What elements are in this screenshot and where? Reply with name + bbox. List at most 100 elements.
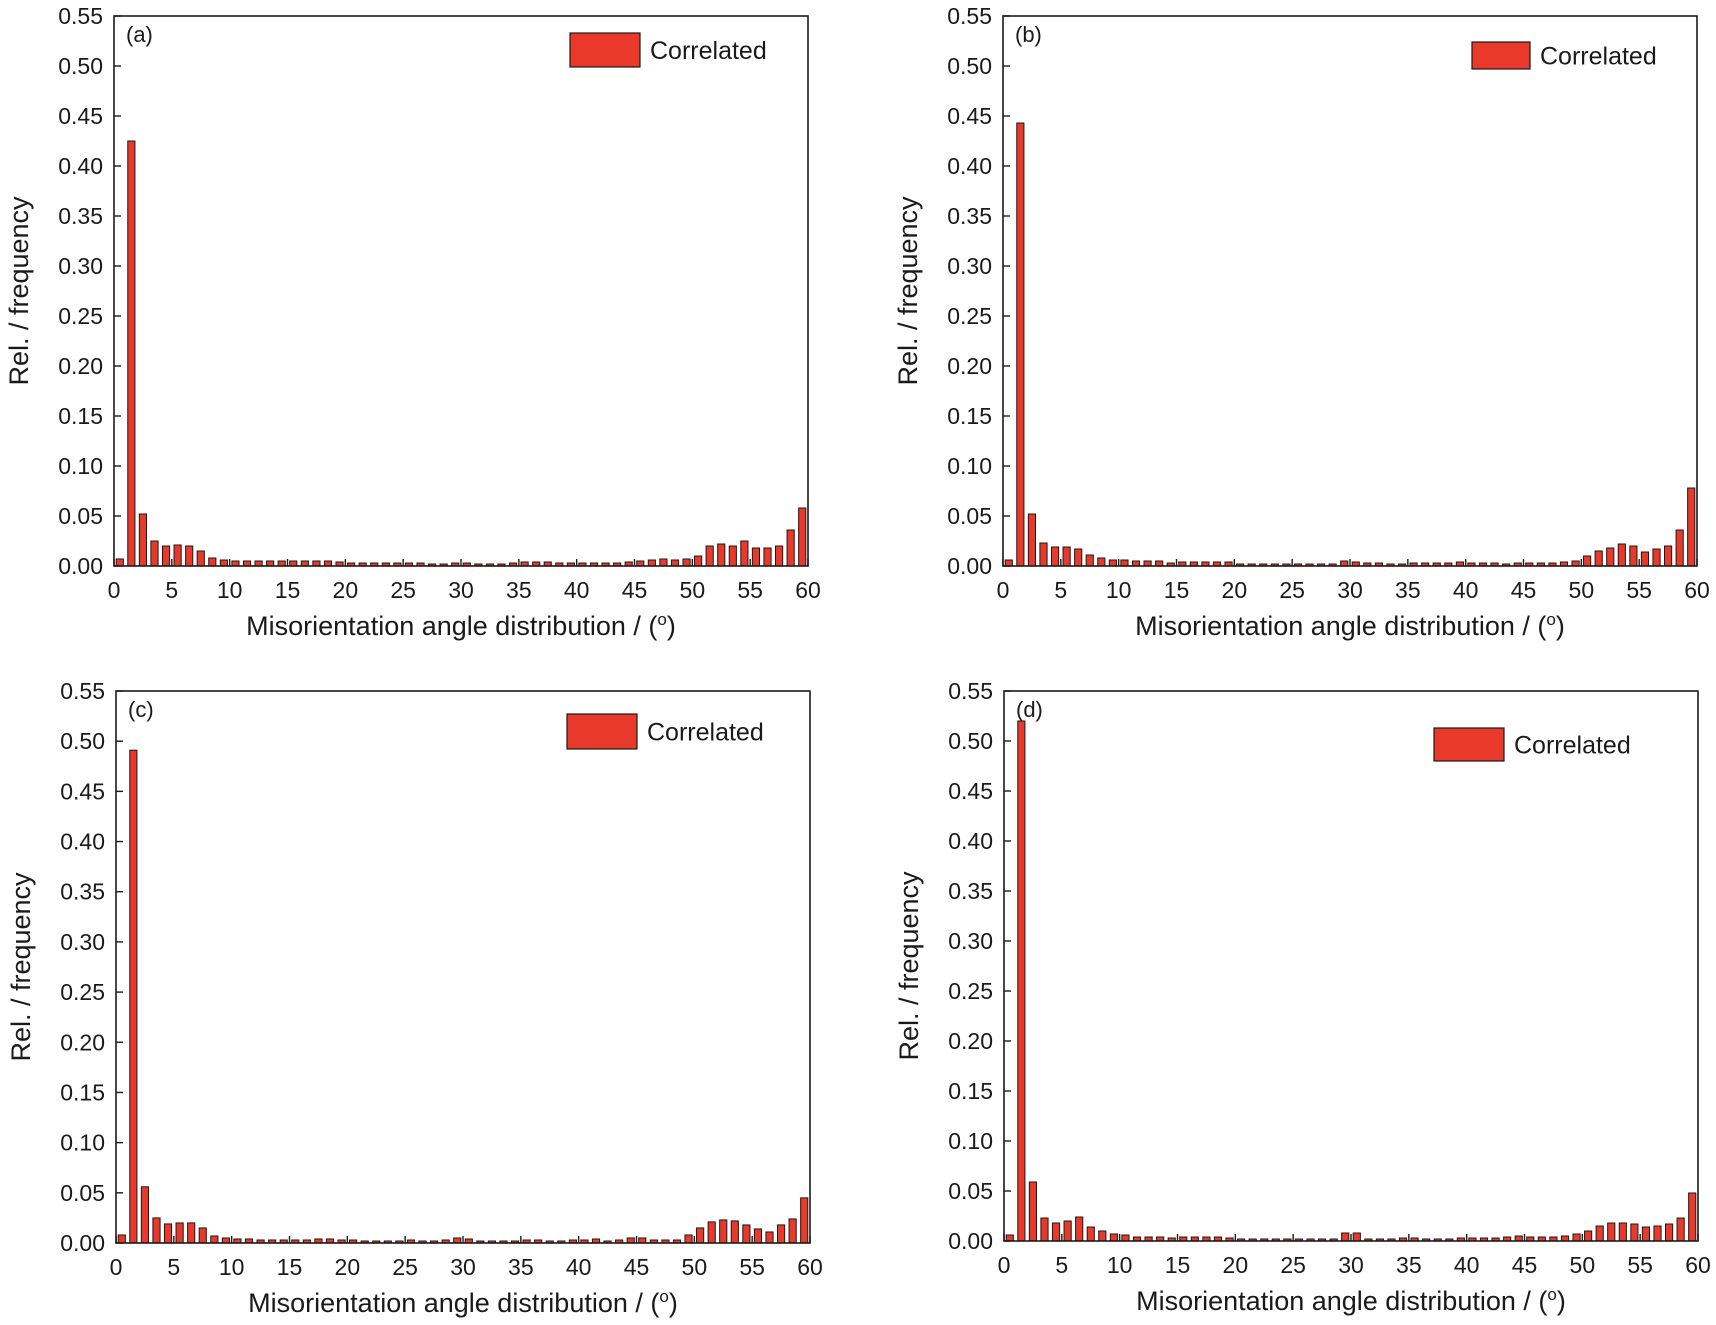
bar <box>1675 529 1684 567</box>
y-tick-label: 0.50 <box>947 53 992 79</box>
x-tick-label: 40 <box>564 577 590 603</box>
bar <box>129 749 138 1244</box>
x-axis-title: Misorientation angle distribution / (o) <box>1135 610 1565 641</box>
bar <box>1062 546 1071 567</box>
x-tick-label: 25 <box>1279 577 1305 603</box>
bar <box>1352 1232 1361 1242</box>
x-tick-label: 45 <box>622 577 648 603</box>
y-tick-label: 0.55 <box>60 678 105 704</box>
legend: Correlated <box>566 713 764 750</box>
bar <box>1051 1222 1061 1242</box>
y-tick-label: 0.50 <box>60 728 105 754</box>
x-tick-label: 0 <box>110 1254 123 1280</box>
bar <box>1098 1230 1107 1242</box>
bar <box>682 558 691 567</box>
y-tick-label: 0.00 <box>58 553 103 579</box>
x-tick-label: 20 <box>333 577 359 603</box>
chart-panel-c: 0.00 0.05 0.10 0.15 0.20 0.25 0.30 0.35 0.40 0.45… <box>6 678 823 1318</box>
y-tick-label: 0.35 <box>948 878 993 904</box>
y-tick-label: 0.05 <box>947 503 992 529</box>
bar <box>210 1235 219 1244</box>
x-tick-label: 60 <box>1684 577 1710 603</box>
y-tick-label: 0.10 <box>948 1128 993 1154</box>
bar <box>742 1224 751 1244</box>
y-tick-label: 0.15 <box>948 1078 993 1104</box>
y-tick-label: 0.05 <box>948 1178 993 1204</box>
bar <box>175 1222 184 1244</box>
bar <box>1653 1225 1662 1242</box>
bar <box>1617 543 1626 567</box>
bar <box>647 559 656 567</box>
chart-panel-a: 0.00 0.05 0.10 0.15 0.20 0.25 0.30 0.35 0.40 0.45… <box>4 3 821 641</box>
bar <box>140 1186 150 1244</box>
x-axis-title-close: ) <box>1557 1286 1566 1316</box>
x-tick-label: 5 <box>165 577 178 603</box>
bar <box>705 545 714 567</box>
legend-label: Correlated <box>650 37 767 65</box>
x-tick-label: 10 <box>1107 1252 1133 1278</box>
y-tick-label: 0.30 <box>948 928 993 954</box>
x-tick-label: 45 <box>1512 1252 1538 1278</box>
panel-label: (b) <box>1015 22 1042 47</box>
x-axis-title-main: Misorientation angle distribution / ( <box>246 611 657 641</box>
bar <box>1652 548 1661 567</box>
bar <box>753 1228 763 1244</box>
bar <box>775 545 784 567</box>
x-tick-label: 20 <box>1222 577 1248 603</box>
x-axis-title-superscript: o <box>1547 1285 1556 1304</box>
bar <box>1687 487 1696 567</box>
y-tick-label: 0.05 <box>58 503 103 529</box>
x-tick-label: 55 <box>1627 1252 1653 1278</box>
x-tick-label: 0 <box>998 1252 1011 1278</box>
bar <box>117 1234 126 1244</box>
bar <box>1665 1223 1674 1242</box>
y-tick-label: 0.35 <box>58 203 103 229</box>
x-tick-label: 5 <box>167 1254 180 1280</box>
x-tick-label: 10 <box>1106 577 1132 603</box>
x-tick-label: 60 <box>797 1254 823 1280</box>
y-tick-label: 0.05 <box>60 1180 105 1206</box>
y-tick-label: 0.10 <box>58 453 103 479</box>
bar <box>763 547 772 567</box>
y-tick-label: 0.40 <box>60 829 105 855</box>
bar <box>1028 1181 1037 1242</box>
x-tick-label: 20 <box>335 1254 361 1280</box>
bar <box>1629 545 1638 567</box>
legend-swatch <box>566 713 638 750</box>
legend-label: Correlated <box>1540 43 1657 71</box>
bar <box>208 557 217 567</box>
x-axis-title-close: ) <box>667 611 676 641</box>
x-tick-label: 30 <box>1338 1252 1364 1278</box>
y-tick-label: 0.45 <box>58 103 103 129</box>
legend-swatch <box>1471 41 1531 70</box>
bar <box>161 545 171 567</box>
x-tick-label: 40 <box>1454 1252 1480 1278</box>
bar <box>730 1220 739 1244</box>
bar <box>138 513 148 567</box>
plot-frame <box>113 15 809 567</box>
bar <box>127 140 136 567</box>
y-axis-title: Rel. / frequency <box>893 196 923 386</box>
x-tick-label: 15 <box>1164 577 1190 603</box>
bar <box>1086 1226 1095 1242</box>
y-tick-label: 0.35 <box>947 203 992 229</box>
y-tick-label: 0.35 <box>60 879 105 905</box>
bar <box>150 540 159 567</box>
x-tick-label: 15 <box>275 577 301 603</box>
x-tick-label: 50 <box>680 577 706 603</box>
bar <box>1676 1217 1685 1242</box>
x-tick-label: 55 <box>737 577 763 603</box>
x-tick-label: 50 <box>1569 577 1595 603</box>
bar <box>1595 1225 1604 1242</box>
bar <box>1017 720 1026 1242</box>
bar <box>1664 545 1673 567</box>
x-axis-title-main: Misorientation angle distribution / ( <box>1135 611 1546 641</box>
bar <box>1050 546 1060 567</box>
bar <box>751 547 761 567</box>
bar <box>1063 1220 1072 1242</box>
legend-label: Correlated <box>647 719 764 747</box>
x-tick-label: 25 <box>1280 1252 1306 1278</box>
legend-label: Correlated <box>1514 732 1631 760</box>
x-axis-title: Misorientation angle distribution / (o) <box>1136 1285 1566 1316</box>
